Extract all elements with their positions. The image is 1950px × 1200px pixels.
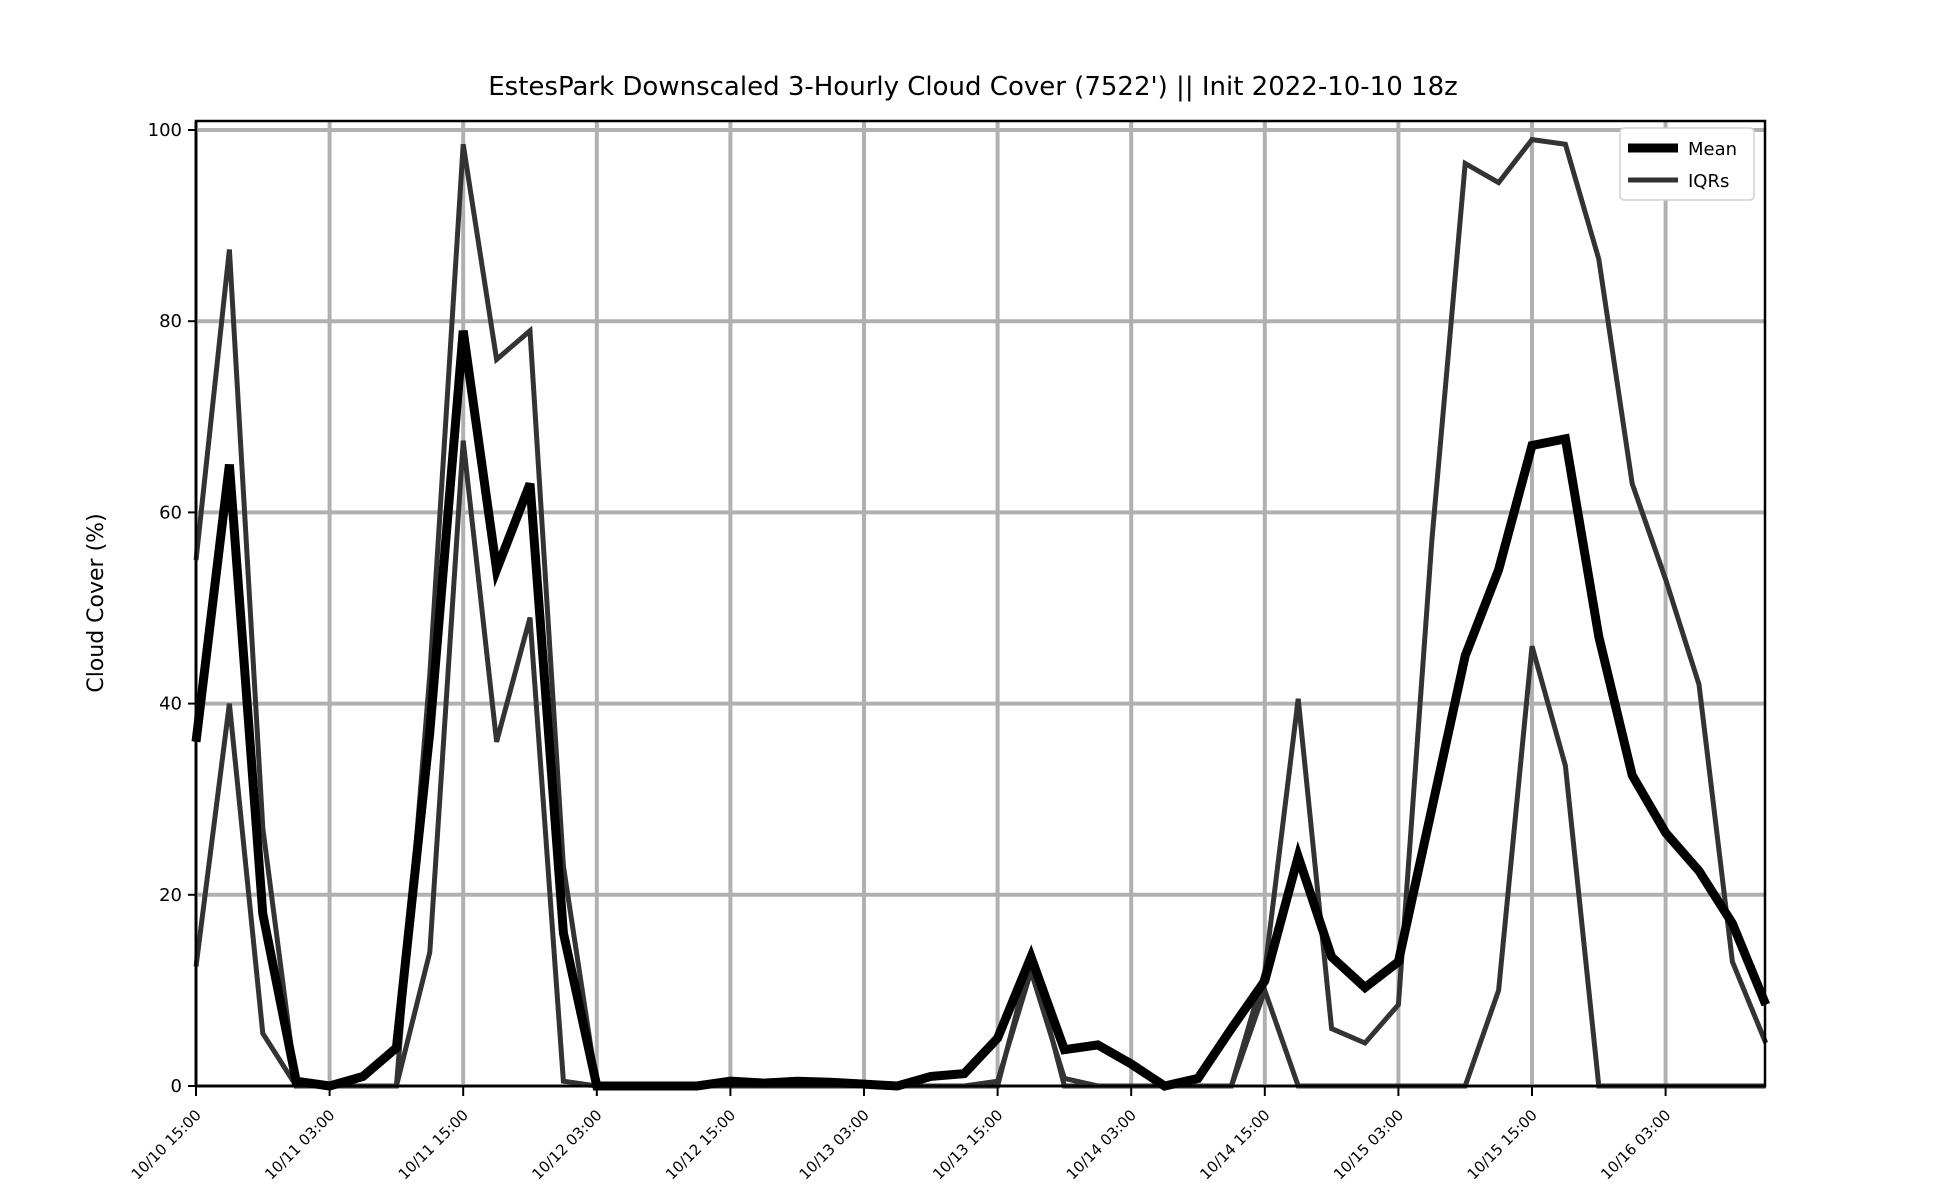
x-tick-label: 10/13 03:00: [796, 1106, 873, 1183]
chart-title: EstesPark Downscaled 3-Hourly Cloud Cove…: [488, 72, 1458, 102]
y-tick-label: 40: [159, 694, 182, 715]
plot-frame: [194, 119, 1767, 1088]
series-mean-line: [191, 330, 1770, 1091]
x-tick-label: 10/16 03:00: [1597, 1106, 1674, 1183]
legend: Mean IQRs: [1619, 127, 1755, 201]
series-iqr-lower-line: [193, 440, 1766, 1089]
legend-label: IQRs: [1688, 171, 1729, 192]
y-tick-label: 60: [159, 502, 182, 523]
y-tick-label: 80: [159, 311, 182, 332]
x-tick-label: 10/12 03:00: [528, 1106, 605, 1183]
x-tick-label: 10/14 15:00: [1196, 1106, 1273, 1183]
x-tick-label: 10/11 15:00: [395, 1106, 472, 1183]
grid: [194, 121, 1765, 1088]
y-tick-label: 0: [171, 1076, 182, 1097]
x-tick-label: 10/10 15:00: [128, 1106, 205, 1183]
y-axis-label: Cloud Cover (%): [84, 513, 109, 692]
x-tick-label: 10/13 15:00: [929, 1106, 1006, 1183]
x-tick-label: 10/15 03:00: [1330, 1106, 1407, 1183]
y-tick-label: 100: [148, 120, 182, 141]
x-tick-label: 10/14 03:00: [1063, 1106, 1140, 1183]
x-tick-label: 10/15 15:00: [1464, 1106, 1541, 1183]
x-tick-label: 10/11 03:00: [261, 1106, 338, 1183]
x-tick-label: 10/12 15:00: [662, 1106, 739, 1183]
axes: 0 20 40 60 80 100 10/10 15:00 10/11 03:00 10/11 …: [128, 120, 1675, 1183]
legend-label: Mean: [1688, 139, 1737, 160]
y-tick-label: 20: [159, 885, 182, 906]
